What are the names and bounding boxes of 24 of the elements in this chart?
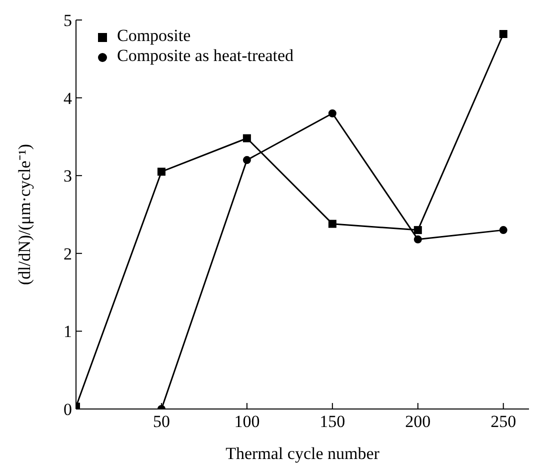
point (242, 156, 251, 164)
point (499, 30, 508, 38)
x-tick-label: 150 (320, 412, 346, 432)
point (499, 226, 508, 234)
y-tick-label: 0 (64, 400, 72, 420)
legend-label: Composite (117, 26, 191, 45)
y-tick-label: 2 (64, 244, 72, 264)
y-tick-label: 4 (64, 88, 72, 108)
y-tick-label: 3 (64, 166, 72, 186)
y-axis-title: (dl/dN)/(μm·cycle⁻¹) (15, 144, 34, 286)
x-tick-label: 200 (405, 412, 431, 432)
point (414, 226, 422, 234)
point (328, 109, 336, 118)
point (414, 235, 422, 244)
point (328, 220, 336, 228)
x-tick-label: 50 (152, 412, 170, 432)
y-tick-label: 1 (64, 322, 72, 342)
x-axis-title: Thermal cycle number (226, 444, 380, 463)
y-tick-label: 5 (64, 11, 72, 30)
legend-label: Composite as heat-treated (117, 46, 294, 65)
point (242, 134, 251, 142)
x-tick-label: 250 (490, 412, 516, 432)
point (157, 168, 166, 176)
x-tick-label: 100 (234, 412, 260, 432)
